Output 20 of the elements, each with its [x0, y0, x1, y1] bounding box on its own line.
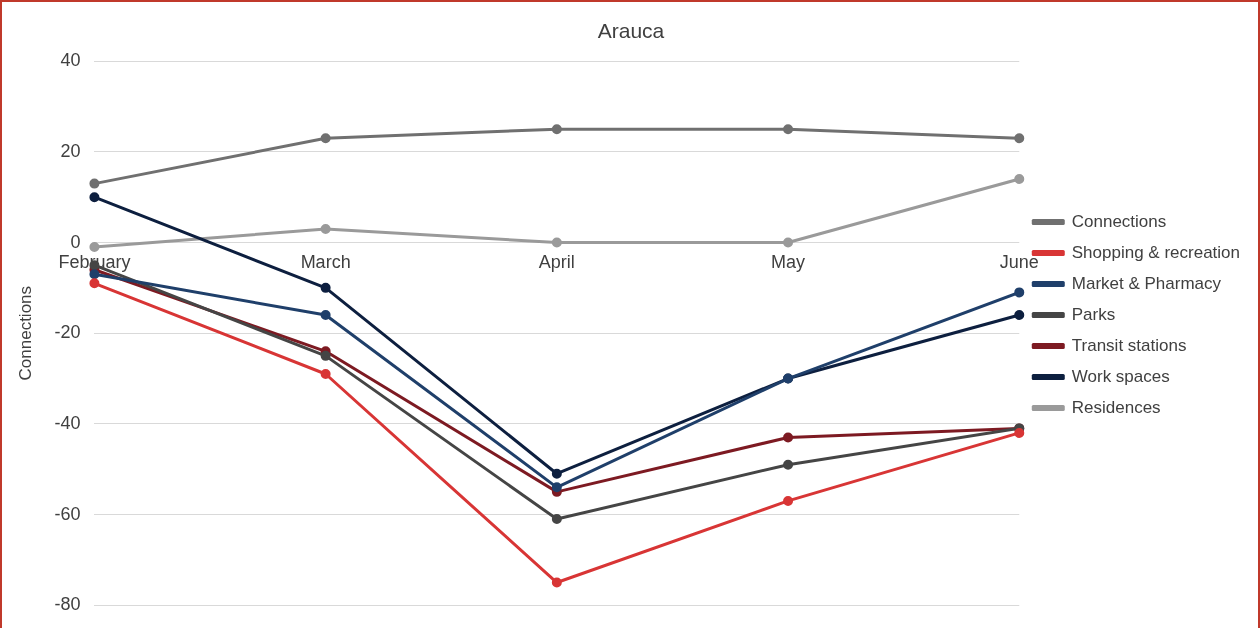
x-tick-label: April: [538, 252, 575, 273]
legend-label: Work spaces: [1071, 366, 1170, 386]
y-tick-label: -20: [54, 322, 81, 343]
legend-label: Parks: [1071, 304, 1116, 324]
legend-label: Shopping & recreation: [1071, 242, 1241, 262]
y-tick-label: 40: [60, 50, 81, 71]
y-tick-label: 0: [70, 231, 81, 252]
legend-label: Transit stations: [1071, 335, 1187, 355]
legend-label: Connections: [1071, 211, 1167, 231]
y-axis-title: Connections: [15, 285, 35, 381]
y-tick-label: -60: [54, 503, 81, 524]
x-tick-label: May: [771, 252, 806, 273]
chart-title: Arauca: [597, 19, 665, 43]
x-tick-label: June: [999, 252, 1039, 273]
y-tick-label: 20: [60, 140, 81, 161]
legend-label: Market & Pharmacy: [1071, 273, 1222, 293]
y-tick-label: -40: [54, 412, 81, 433]
x-tick-label: March: [300, 252, 351, 273]
legend-label: Residences: [1071, 397, 1161, 417]
y-tick-label: -80: [54, 594, 81, 615]
